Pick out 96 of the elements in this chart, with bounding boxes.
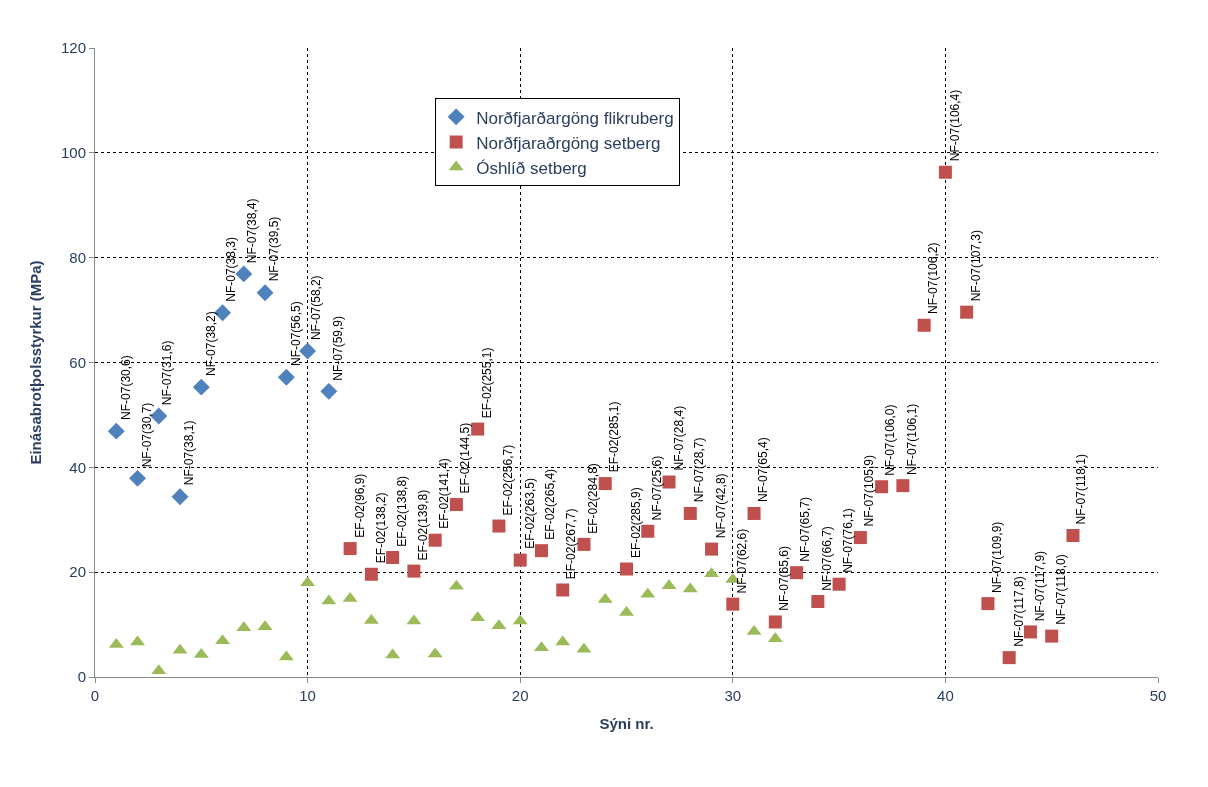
x-tick-label: 0 [90, 687, 100, 704]
y-tick-label: 20 [69, 563, 86, 581]
y-tick-label: 0 [77, 668, 86, 686]
annotation: NF-07(106,4) [947, 89, 962, 162]
point [960, 305, 974, 319]
annotation: NF-07(56,5) [288, 301, 303, 367]
x-tick-label: 40 [937, 687, 954, 704]
annotation: NF-07(117,9) [1032, 550, 1047, 622]
annotation: NF-07(109,9) [989, 521, 1004, 594]
annotation: EF-02(139,8) [416, 489, 431, 561]
annotation: EF-02(138,2) [373, 492, 388, 564]
annotation: NF-07(107,3) [968, 229, 983, 302]
x-tick-label: 10 [299, 687, 316, 704]
annotation: EF-02(96,9) [352, 473, 367, 538]
annotation: NF-07(65,6) [776, 546, 791, 611]
point [556, 583, 570, 597]
annotation: EF-02(285,9) [628, 487, 643, 559]
y-tick-label: 100 [60, 144, 86, 162]
annotation: NF-07(62,6) [735, 528, 750, 594]
x-axis-title: Sýni nr. [599, 715, 654, 732]
annotation: NF-07(28,7) [692, 437, 707, 503]
annotation: NF-07(30,7) [139, 402, 154, 468]
point [1002, 651, 1016, 665]
point [917, 318, 931, 332]
legend-label: Óshlíð setberg [476, 158, 587, 178]
annotation: EF-02(144,5) [458, 422, 473, 494]
point [471, 422, 485, 436]
x-tick-label: 20 [511, 687, 529, 704]
annotation: EF-02(267,7) [564, 508, 579, 580]
annotation: NF-07(28,4) [671, 405, 686, 471]
annotation: EF-02(265,4) [543, 468, 558, 540]
annotation: NF-07(30,6) [118, 355, 133, 420]
annotation: NF-07(38,4) [245, 198, 260, 264]
annotation: EF-02(256,7) [501, 444, 516, 516]
point [577, 537, 591, 551]
point [896, 479, 910, 493]
point [790, 566, 804, 580]
point [747, 506, 761, 520]
point [256, 284, 274, 302]
annotation: NF-07(106,2) [926, 242, 941, 314]
point [320, 382, 338, 400]
y-axis-title: Einásabrotþolsstyrkur (MPa) [27, 260, 45, 465]
annotation: NF-07(105,9) [862, 455, 877, 527]
annotation: NF-07(42,8) [713, 473, 728, 539]
annotation: NF-07(59,9) [331, 316, 346, 381]
annotation: NF-07(38,1) [181, 420, 196, 486]
point [1045, 629, 1059, 643]
point [705, 542, 719, 556]
y-tick-label: 80 [69, 248, 86, 266]
point [683, 506, 697, 520]
x-tick-label: 50 [1149, 687, 1167, 704]
annotation: NF-07(65,4) [756, 437, 771, 503]
annotation: NF-07(25,6) [649, 455, 664, 521]
point [513, 553, 527, 567]
y-tick-label: 40 [69, 458, 86, 476]
annotation: NF-07(38,2) [203, 311, 218, 376]
annotation: NF-07(118,0) [1053, 554, 1068, 625]
annotation: NF-07(106,1) [904, 403, 919, 476]
annotation: NF-07(39,5) [266, 216, 281, 282]
point [1066, 528, 1080, 542]
annotation: NF-07(58,2) [309, 275, 324, 341]
point [129, 469, 146, 487]
x-tick-label: 30 [724, 687, 742, 704]
annotation: EF-02(263,5) [522, 478, 537, 549]
point [811, 595, 825, 609]
point [107, 422, 125, 440]
point [726, 597, 740, 611]
y-tick-label: 120 [60, 39, 86, 57]
point [407, 564, 421, 578]
annotation: EF-02(284,8) [586, 463, 601, 534]
annotation: EF-02(138,8) [394, 475, 409, 547]
y-tick-label: 60 [69, 353, 86, 371]
legend-label: Norðfjaraðrgöng setberg [476, 133, 661, 153]
point [981, 597, 995, 611]
point [875, 480, 889, 494]
point [171, 488, 189, 506]
point [938, 165, 952, 179]
annotation: EF-02(255,1) [480, 347, 495, 419]
legend-label: Norðfjarðargöng flikruberg [476, 108, 674, 128]
annotation: NF-07(65,7) [798, 497, 813, 562]
point [343, 542, 357, 556]
point [277, 368, 295, 386]
annotation: EF-02(285,1) [607, 401, 622, 473]
annotation: NF-07(31,6) [160, 340, 175, 406]
point [192, 378, 210, 396]
annotation: NF-07(66,7) [819, 526, 834, 591]
point [364, 567, 378, 581]
annotation: NF-07(38,3) [224, 237, 239, 302]
annotation: NF-07(117,8) [1011, 576, 1026, 647]
point [768, 615, 782, 629]
annotation: NF-07(76,1) [841, 508, 856, 573]
annotation: NF-07(106,0) [883, 404, 898, 476]
point [620, 562, 633, 576]
point [492, 519, 506, 533]
annotation: EF-02(141,4) [437, 458, 452, 529]
annotation: NF-07(118,1) [1074, 453, 1089, 525]
